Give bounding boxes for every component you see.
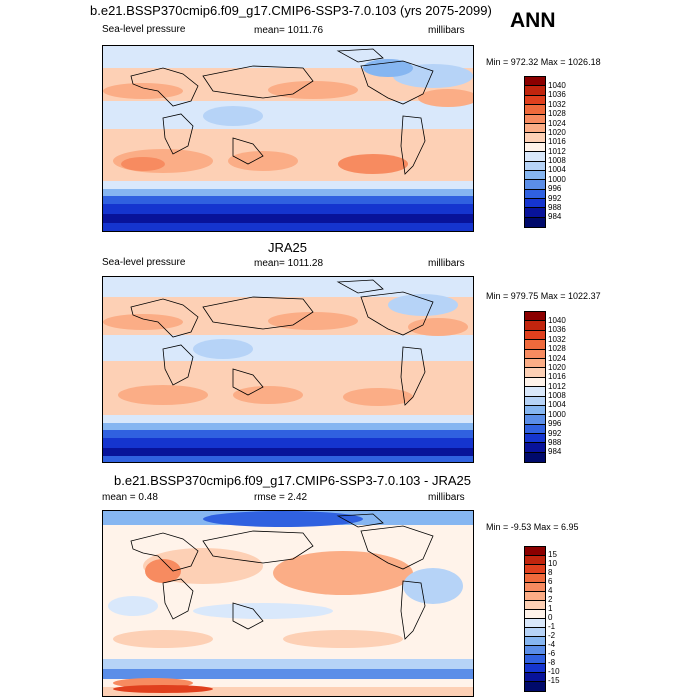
- panel-2-mean-label: mean= 1011.28: [254, 258, 324, 269]
- panel-1-minmax: Min = 972.32 Max = 1026.18: [486, 57, 601, 67]
- panel-1-variable-label: Sea-level pressure: [102, 24, 186, 35]
- panel-3-colorbar-tick: 10: [548, 559, 557, 568]
- panel-1-colorbar-tick: 1016: [548, 137, 566, 146]
- panel-1-colorbar-tick: 1004: [548, 165, 566, 174]
- panel-1-colorbar-tick: 1024: [548, 119, 566, 128]
- panel-3-colorbar-tick: -2: [548, 631, 556, 640]
- panel-3-colorbar-tick: -8: [548, 658, 556, 667]
- panel-3-colorbar-tick: 15: [548, 550, 557, 559]
- panel-2-colorbar-tick: 988: [548, 438, 562, 447]
- panel-2-map: [102, 276, 474, 463]
- panel-3-colorbar-tick: -6: [548, 649, 556, 658]
- panel-2-colorbar-tick: 996: [548, 419, 562, 428]
- panel-1-colorbar-tick: 1040: [548, 81, 566, 90]
- panel-3-colorbar-tick: -15: [548, 676, 560, 685]
- panel-3-map-svg: [103, 511, 473, 696]
- panel-3-colorbar-tick: 4: [548, 586, 553, 595]
- panel-3-units-label: millibars: [428, 492, 465, 503]
- panel-2-colorbar: [524, 311, 546, 463]
- panel-2-colorbar-tick: 1036: [548, 325, 566, 334]
- panel-1-colorbar-tick: 1020: [548, 128, 566, 137]
- panel-2-colorbar-tick: 1008: [548, 391, 566, 400]
- panel-1-map-svg: [103, 46, 473, 231]
- panel-2-colorbar-tick: 1032: [548, 335, 566, 344]
- panel-2-units-label: millibars: [428, 258, 465, 269]
- panel-3-mean-label: mean = 0.48: [102, 492, 158, 503]
- panel-1-map: [102, 45, 474, 232]
- panel-1-colorbar-tick: 1036: [548, 90, 566, 99]
- panel-2-map-svg: [103, 277, 473, 462]
- panel-2-colorbar-tick: 1000: [548, 410, 566, 419]
- panel-3-colorbar-tick: 0: [548, 613, 553, 622]
- panel-3-colorbar-tick: -4: [548, 640, 556, 649]
- panel-3-rmse-label: rmse = 2.42: [254, 492, 308, 503]
- panel-1-units-label: millibars: [428, 25, 465, 36]
- panel-1-colorbar-tick: 996: [548, 184, 562, 193]
- panel-2-minmax: Min = 979.75 Max = 1022.37: [486, 291, 601, 301]
- panel-3-minmax: Min = -9.53 Max = 6.95: [486, 522, 579, 532]
- panel-2-colorbar-tick: 992: [548, 429, 562, 438]
- panel-3-colorbar-tick: 1: [548, 604, 553, 613]
- panel-2-variable-label: Sea-level pressure: [102, 257, 186, 268]
- panel-3-title: b.e21.BSSP370cmip6.f09_g17.CMIP6-SSP3-7.…: [114, 473, 471, 488]
- panel-1-title: b.e21.BSSP370cmip6.f09_g17.CMIP6-SSP3-7.…: [90, 3, 492, 18]
- panel-2-colorbar-tick: 1004: [548, 400, 566, 409]
- panel-3-colorbar-tick: -10: [548, 667, 560, 676]
- panel-1-mean-label: mean= 1011.76: [254, 25, 324, 36]
- panel-1-colorbar-tick: 1028: [548, 109, 566, 118]
- panel-3-colorbar: [524, 546, 546, 692]
- season-label: ANN: [510, 9, 556, 32]
- panel-1-colorbar-tick: 1000: [548, 175, 566, 184]
- panel-2-colorbar-tick: 1012: [548, 382, 566, 391]
- panel-2-colorbar-tick: 1028: [548, 344, 566, 353]
- panel-1-colorbar-tick: 1012: [548, 147, 566, 156]
- panel-3-colorbar-tick: 6: [548, 577, 553, 586]
- panel-1-colorbar-tick: 1032: [548, 100, 566, 109]
- panel-2-colorbar-tick: 1016: [548, 372, 566, 381]
- panel-3-map: [102, 510, 474, 697]
- panel-3-colorbar-tick: 2: [548, 595, 553, 604]
- panel-3-colorbar-tick: 8: [548, 568, 553, 577]
- panel-1-colorbar-tick: 992: [548, 194, 562, 203]
- panel-3-colorbar-tick: -1: [548, 622, 556, 631]
- panel-2-title: JRA25: [268, 240, 308, 255]
- panel-1-colorbar-tick: 984: [548, 212, 562, 221]
- panel-2-colorbar-tick: 1020: [548, 363, 566, 372]
- panel-1-colorbar: [524, 76, 546, 228]
- panel-1-colorbar-tick: 1008: [548, 156, 566, 165]
- panel-1-colorbar-tick: 988: [548, 203, 562, 212]
- panel-2-colorbar-tick: 1040: [548, 316, 566, 325]
- panel-2-colorbar-tick: 1024: [548, 354, 566, 363]
- panel-2-colorbar-tick: 984: [548, 447, 562, 456]
